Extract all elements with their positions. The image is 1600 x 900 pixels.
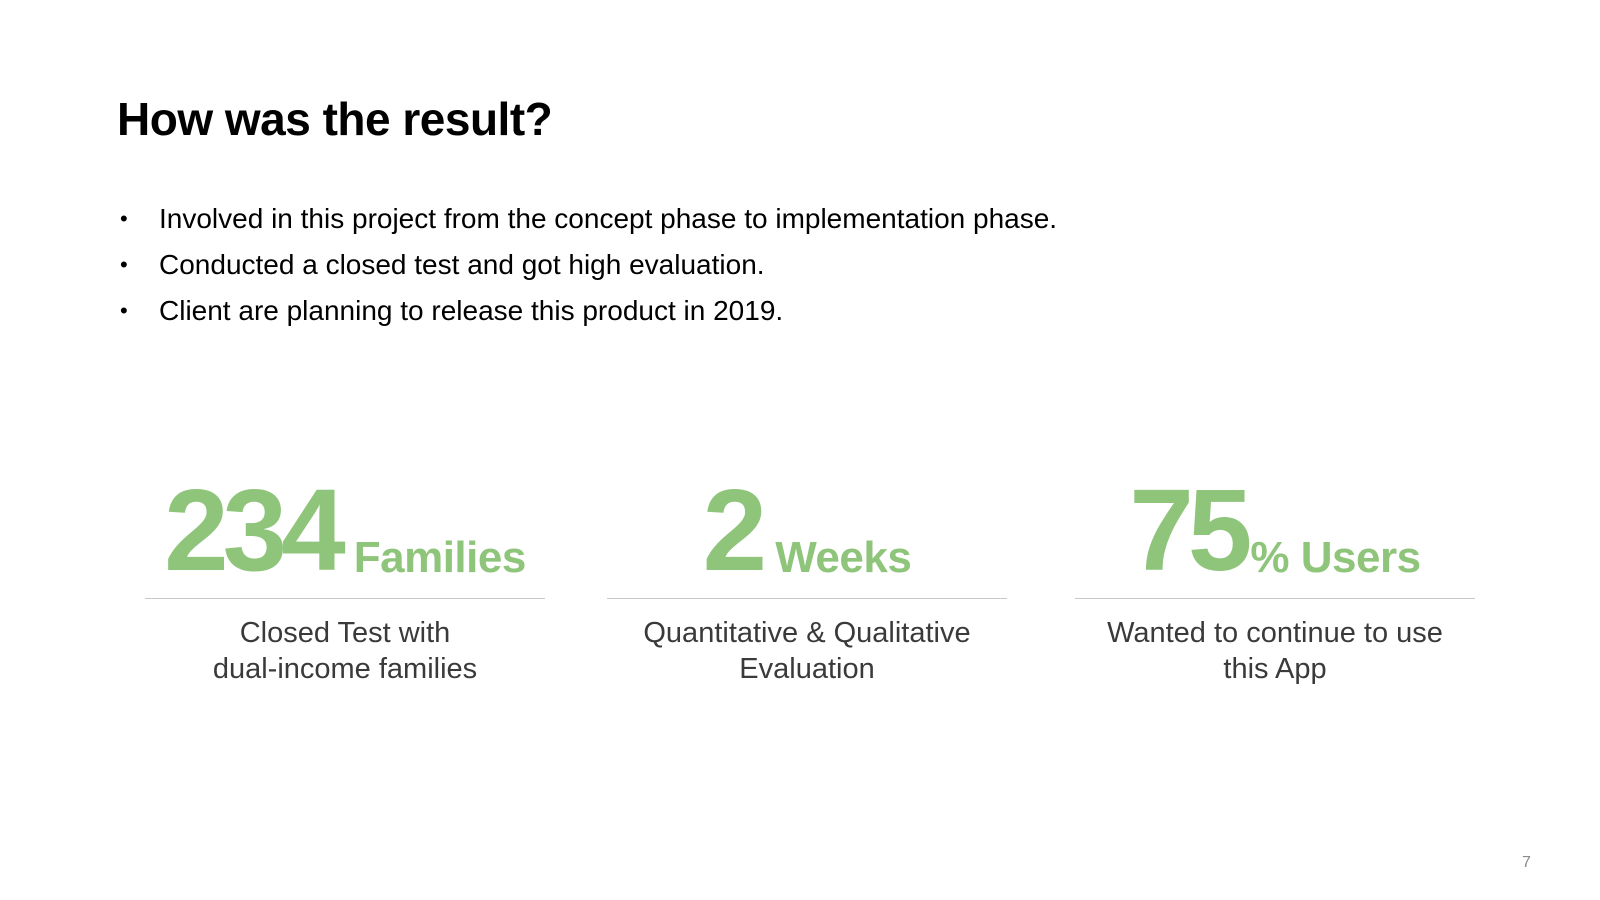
bullet-item: • Involved in this project from the conc… [117,196,1057,242]
stat-unit: Weeks [775,533,912,582]
stat-caption-line: Closed Test with [239,617,451,649]
stat-number: 75 [1129,465,1252,595]
page-number: 7 [1522,854,1531,871]
bullet-text: Involved in this project from the concep… [159,203,1058,234]
bullet-text: Conducted a closed test and got high eva… [159,249,765,280]
stat-divider [145,598,545,599]
stat-caption: Wanted to continue to use this App [1075,615,1475,687]
stat-divider [607,598,1007,599]
stat-caption-line: dual-income families [212,653,478,685]
stat-caption-line: Wanted to continue to use [1107,617,1443,649]
stat-caption: Closed Test with dual-income families [145,615,545,687]
stat-unit: Families [353,533,527,582]
stat-number: 234 [164,465,346,595]
slide-title: How was the result? [117,93,553,145]
stat-headline: 234 Families [145,448,545,588]
stat-caption: Quantitative & Qualitative Evaluation [607,615,1007,687]
stat-divider [1075,598,1475,599]
stat-families: 234 Families Closed Test with dual-incom… [145,448,545,687]
bullet-list: • Involved in this project from the conc… [117,196,1057,334]
bullet-text: Client are planning to release this prod… [159,295,784,326]
bullet-icon: • [120,298,128,323]
bullet-item: • Client are planning to release this pr… [117,288,1057,334]
bullet-icon: • [120,252,128,277]
stat-weeks: 2 Weeks Quantitative & Qualitative Evalu… [607,448,1007,687]
stat-number: 2 [702,465,767,595]
stat-headline: 75 % Users [1075,448,1475,588]
stat-caption-line: Quantitative & Qualitative [643,617,971,649]
stat-unit: % Users [1250,533,1421,582]
stat-caption-line: Evaluation [739,653,875,685]
bullet-item: • Conducted a closed test and got high e… [117,242,1057,288]
stat-caption-line: this App [1223,653,1327,685]
bullet-icon: • [120,206,128,231]
stat-headline: 2 Weeks [607,448,1007,588]
stat-users: 75 % Users Wanted to continue to use thi… [1075,448,1475,687]
